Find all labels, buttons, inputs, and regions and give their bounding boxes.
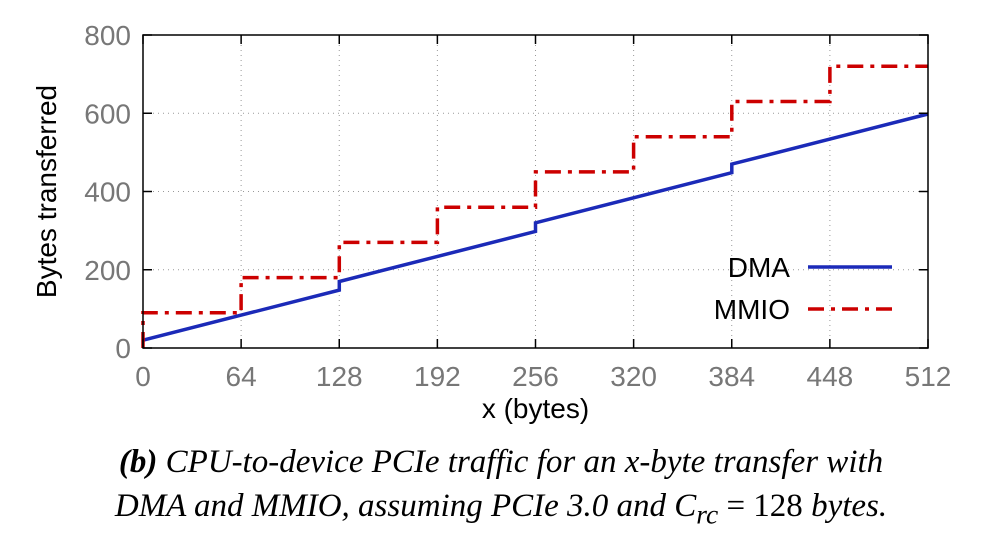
y-tick-label: 400 bbox=[84, 177, 131, 208]
caption-text-2: DMA and MMIO, assuming PCIe 3.0 and C bbox=[114, 488, 697, 524]
x-axis-label: x (bytes) bbox=[482, 393, 589, 424]
caption-equals: = 128 bbox=[718, 488, 812, 524]
caption-text-3: bytes. bbox=[811, 488, 888, 524]
x-tick-label: 64 bbox=[226, 361, 257, 392]
x-tick-label: 384 bbox=[708, 361, 755, 392]
caption-line-2: DMA and MMIO, assuming PCIe 3.0 and Crc … bbox=[0, 484, 1002, 537]
bytes-transferred-chart: 0 200 400 600 800 0 64 128 192 256 320 384 448 512 DM… bbox=[31, 20, 951, 424]
y-tick-label: 600 bbox=[84, 98, 131, 129]
x-tick-label: 320 bbox=[610, 361, 657, 392]
legend: DMA MMIO bbox=[714, 252, 892, 325]
y-axis-label: Bytes transferred bbox=[31, 85, 62, 298]
x-tick-label: 0 bbox=[135, 361, 151, 392]
series-line-dma bbox=[142, 112, 929, 342]
caption-text-1: CPU-to-device PCIe traffic for an x-byte… bbox=[165, 444, 884, 480]
caption-tag: (b) bbox=[118, 444, 158, 480]
y-tick-label: 0 bbox=[115, 333, 131, 364]
legend-label-dma: DMA bbox=[728, 252, 791, 283]
axis-ticks: 0 200 400 600 800 0 64 128 192 256 320 384 448 512 bbox=[84, 20, 951, 392]
caption-subscript: rc bbox=[696, 498, 719, 530]
x-tick-label: 128 bbox=[316, 361, 363, 392]
series-lines bbox=[141, 64, 929, 348]
y-tick-label: 200 bbox=[84, 255, 131, 286]
x-tick-label: 448 bbox=[807, 361, 854, 392]
figure-caption: (b) CPU-to-device PCIe traffic for an x-… bbox=[0, 440, 1002, 537]
x-tick-label: 192 bbox=[414, 361, 461, 392]
y-tick-label: 800 bbox=[84, 20, 131, 51]
series-line-mmio bbox=[141, 64, 928, 348]
x-tick-label: 512 bbox=[905, 361, 952, 392]
x-tick-label: 256 bbox=[512, 361, 559, 392]
legend-label-mmio: MMIO bbox=[714, 294, 790, 325]
caption-line-1: (b) CPU-to-device PCIe traffic for an x-… bbox=[0, 440, 1002, 484]
